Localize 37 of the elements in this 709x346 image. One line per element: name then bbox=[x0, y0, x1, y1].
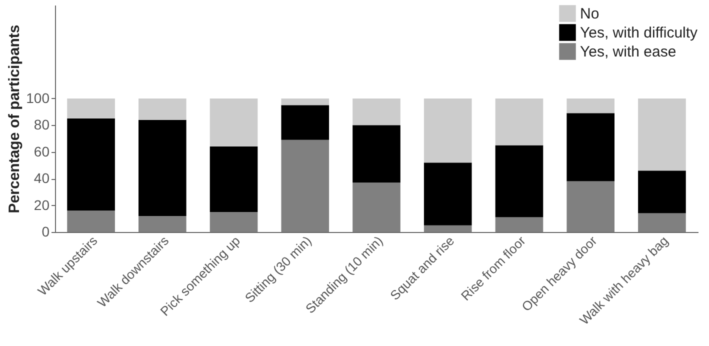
bar bbox=[495, 145, 544, 218]
bar bbox=[352, 98, 400, 126]
bar bbox=[210, 212, 258, 232]
bar bbox=[138, 216, 186, 232]
y-tick-label: 20 bbox=[34, 196, 50, 213]
y-tick-label: 100 bbox=[26, 90, 50, 106]
bar bbox=[352, 125, 400, 183]
bar bbox=[566, 98, 615, 114]
bar bbox=[67, 98, 115, 118]
bar bbox=[138, 120, 186, 216]
bar bbox=[210, 146, 258, 212]
y-axis-title: Percentage of participants bbox=[6, 24, 24, 214]
bar bbox=[281, 98, 330, 106]
bar bbox=[638, 213, 686, 232]
bar bbox=[424, 162, 472, 226]
bar bbox=[424, 225, 472, 232]
bar bbox=[566, 181, 615, 232]
y-tick-label: 80 bbox=[34, 116, 50, 133]
bar bbox=[638, 170, 686, 214]
y-tick-label: 0 bbox=[42, 224, 50, 240]
bar bbox=[138, 98, 186, 120]
legend-label: Yes, with difficulty bbox=[580, 24, 698, 42]
bar bbox=[67, 118, 115, 211]
bar bbox=[352, 182, 400, 232]
y-tick-label: 40 bbox=[34, 170, 50, 186]
bar bbox=[424, 98, 472, 163]
bar bbox=[281, 105, 330, 140]
bar bbox=[495, 217, 544, 232]
bar bbox=[67, 210, 115, 232]
legend-label: No bbox=[580, 6, 600, 22]
bar bbox=[638, 98, 686, 171]
y-tick-label: 60 bbox=[34, 143, 50, 160]
legend-label: Yes, with ease bbox=[580, 44, 676, 60]
bar bbox=[566, 113, 615, 182]
bar bbox=[495, 98, 544, 146]
bar bbox=[281, 140, 330, 232]
bar bbox=[210, 98, 258, 147]
